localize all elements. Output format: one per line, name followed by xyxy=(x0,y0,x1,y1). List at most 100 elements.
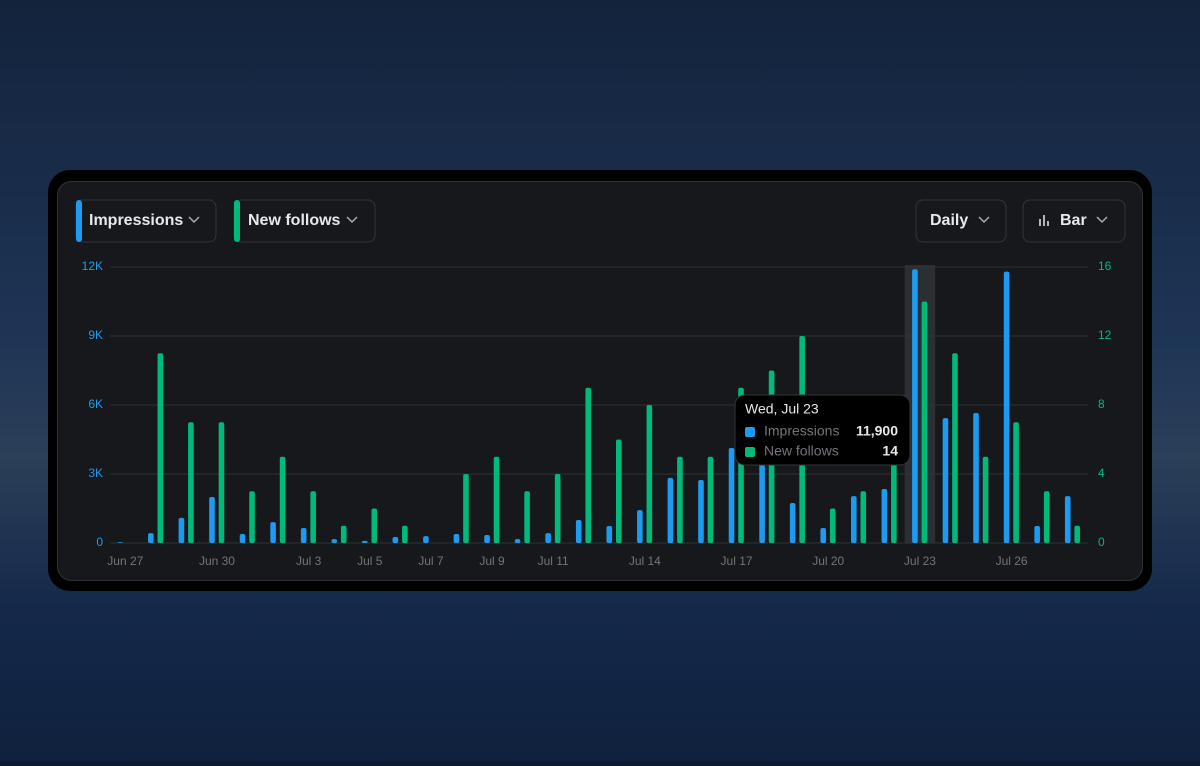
bar xyxy=(820,528,827,543)
bar xyxy=(707,456,714,543)
bar xyxy=(493,456,500,543)
tooltip xyxy=(734,394,911,466)
x-tick-label: Jul 20 xyxy=(812,554,844,568)
bar xyxy=(677,456,683,543)
bar xyxy=(545,533,551,543)
bar xyxy=(423,536,429,543)
x-tick-label: Jul 5 xyxy=(357,554,383,568)
x-tick-label: Jul 17 xyxy=(721,554,753,568)
bar xyxy=(667,477,674,543)
y2-tick-label: 16 xyxy=(1098,259,1112,273)
bar xyxy=(1034,525,1040,543)
y2-tick-label: 4 xyxy=(1098,466,1105,480)
bar xyxy=(300,528,307,543)
bar xyxy=(361,540,368,543)
y-tick-label: 12K xyxy=(82,259,103,273)
bar xyxy=(585,387,592,543)
metric-swatch xyxy=(234,200,240,242)
bar xyxy=(524,491,530,543)
bar xyxy=(891,456,897,543)
interval-button[interactable] xyxy=(915,199,1007,243)
interval-label: Daily xyxy=(930,212,968,229)
bar xyxy=(575,520,582,543)
chevron xyxy=(1096,216,1108,224)
x-tick-label: Jul 7 xyxy=(418,554,444,568)
tooltip-swatch xyxy=(745,427,755,437)
bar xyxy=(728,448,735,543)
chevron xyxy=(188,216,200,224)
y2-tick-label: 12 xyxy=(1098,328,1112,342)
bar xyxy=(392,537,399,543)
metric-label: New follows xyxy=(248,212,341,229)
bar xyxy=(279,456,286,543)
bar xyxy=(148,533,154,543)
bar xyxy=(1003,271,1010,543)
bar xyxy=(982,456,989,543)
bar xyxy=(340,525,347,543)
y-tick-label: 6K xyxy=(88,397,103,411)
bar xyxy=(829,508,836,543)
x-tick-label: Jul 11 xyxy=(538,554,569,568)
bar xyxy=(157,353,164,543)
bar xyxy=(637,510,643,543)
bar xyxy=(239,534,246,543)
x-tick-label: Jun 30 xyxy=(199,554,235,568)
bar xyxy=(646,405,653,543)
bar xyxy=(921,301,928,543)
x-tick-label: Jul 23 xyxy=(904,554,936,568)
view-button[interactable] xyxy=(1022,199,1126,243)
metric-label: Impressions xyxy=(89,212,183,229)
x-tick-label: Jul 3 xyxy=(296,554,322,568)
bar xyxy=(789,502,796,543)
bar xyxy=(850,496,857,543)
bar xyxy=(912,269,918,543)
metric-swatch xyxy=(76,200,82,242)
bar xyxy=(218,422,225,543)
bar xyxy=(188,422,194,543)
tooltip-series: Impressions xyxy=(764,423,839,439)
card xyxy=(57,181,1143,581)
tooltip-value: 11,900 xyxy=(856,423,898,439)
bar xyxy=(270,522,276,543)
x-tick-label: Jul 14 xyxy=(629,554,661,568)
bar xyxy=(249,491,255,543)
bar xyxy=(117,542,124,543)
bar xyxy=(698,479,704,543)
tooltip-series: New follows xyxy=(764,443,839,459)
x-tick-label: Jun 27 xyxy=(107,554,143,568)
bar xyxy=(371,508,378,543)
tooltip-value: 14 xyxy=(882,443,898,459)
bar xyxy=(881,488,888,543)
x-tick-label: Jul 26 xyxy=(996,554,1028,568)
chevron xyxy=(978,216,990,224)
bar xyxy=(463,474,469,543)
bar xyxy=(402,525,408,543)
bar xyxy=(1013,422,1019,543)
bar xyxy=(554,474,561,543)
bar xyxy=(973,413,979,543)
bar xyxy=(331,539,338,543)
bar xyxy=(514,539,521,543)
y2-tick-label: 0 xyxy=(1098,535,1105,549)
bar xyxy=(178,517,185,543)
bar xyxy=(860,491,867,543)
bar xyxy=(952,353,958,543)
tooltip-swatch xyxy=(745,447,755,457)
bar xyxy=(942,418,949,543)
bar xyxy=(209,497,215,543)
y-tick-label: 9K xyxy=(88,328,103,342)
bar xyxy=(310,491,316,543)
tooltip-title: Wed, Jul 23 xyxy=(745,401,819,417)
bar-icon xyxy=(1039,215,1049,226)
y-tick-label: 0 xyxy=(96,535,103,549)
y2-tick-label: 8 xyxy=(1098,397,1105,411)
bar xyxy=(484,534,490,543)
bar xyxy=(1043,491,1050,543)
bar xyxy=(615,439,622,543)
bar xyxy=(606,525,613,543)
chevron xyxy=(346,216,358,224)
bar xyxy=(453,534,460,543)
x-tick-label: Jul 9 xyxy=(479,554,505,568)
